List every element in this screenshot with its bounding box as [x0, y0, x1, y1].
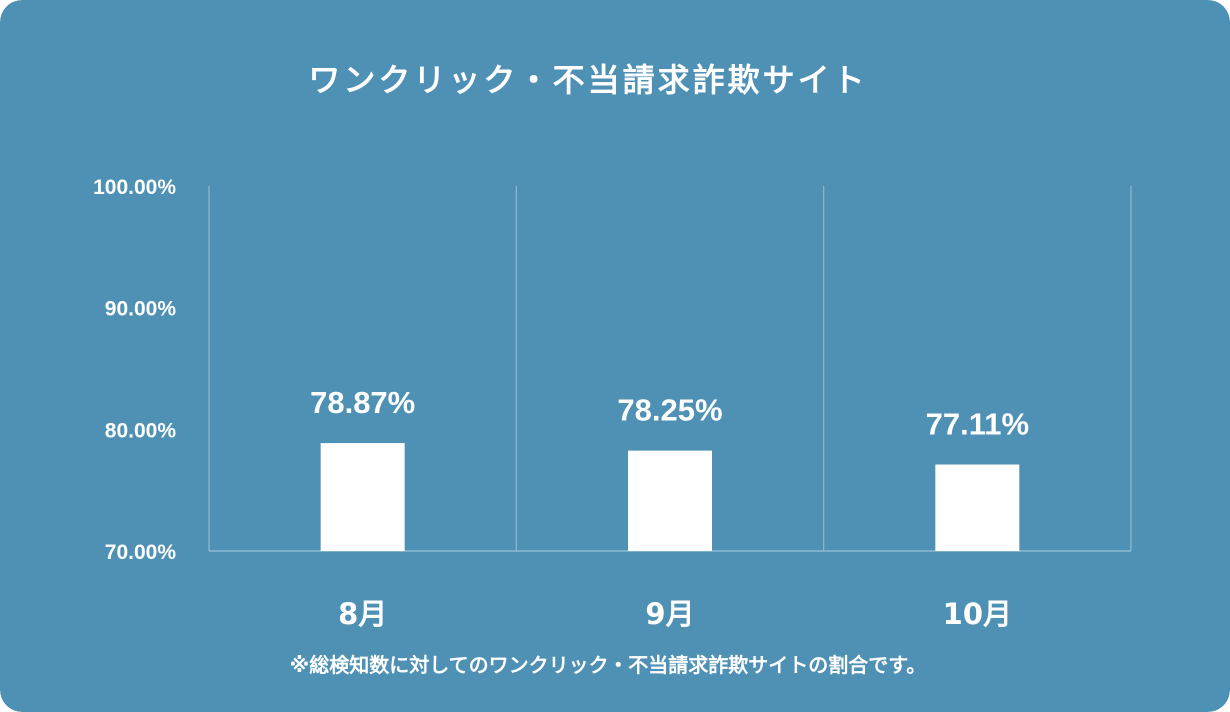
- chart-footnote: ※総検知数に対してのワンクリック・不当請求詐欺サイトの割合です。: [290, 653, 926, 677]
- x-tick-label: 8月: [338, 597, 387, 631]
- data-label: 78.25%: [617, 393, 722, 428]
- data-label: 78.87%: [310, 385, 415, 420]
- bar: [628, 450, 712, 551]
- y-tick-label: 70.00%: [105, 541, 177, 564]
- plot-area: 70.00% 80.00% 90.00% 100.00% 78.87% 8月 78.25% 9…: [93, 176, 1132, 631]
- bar: [935, 464, 1020, 551]
- x-tick-label: 10月: [943, 597, 1012, 631]
- data-label: 77.11%: [926, 406, 1029, 441]
- x-tick-label: 9月: [645, 597, 694, 631]
- y-tick-label: 90.00%: [105, 298, 177, 321]
- bar: [320, 443, 405, 551]
- y-tick-label: 100.00%: [93, 176, 176, 199]
- y-tick-label: 80.00%: [105, 419, 177, 442]
- chart-title: ワンクリック・不当請求詐欺サイト: [308, 61, 867, 99]
